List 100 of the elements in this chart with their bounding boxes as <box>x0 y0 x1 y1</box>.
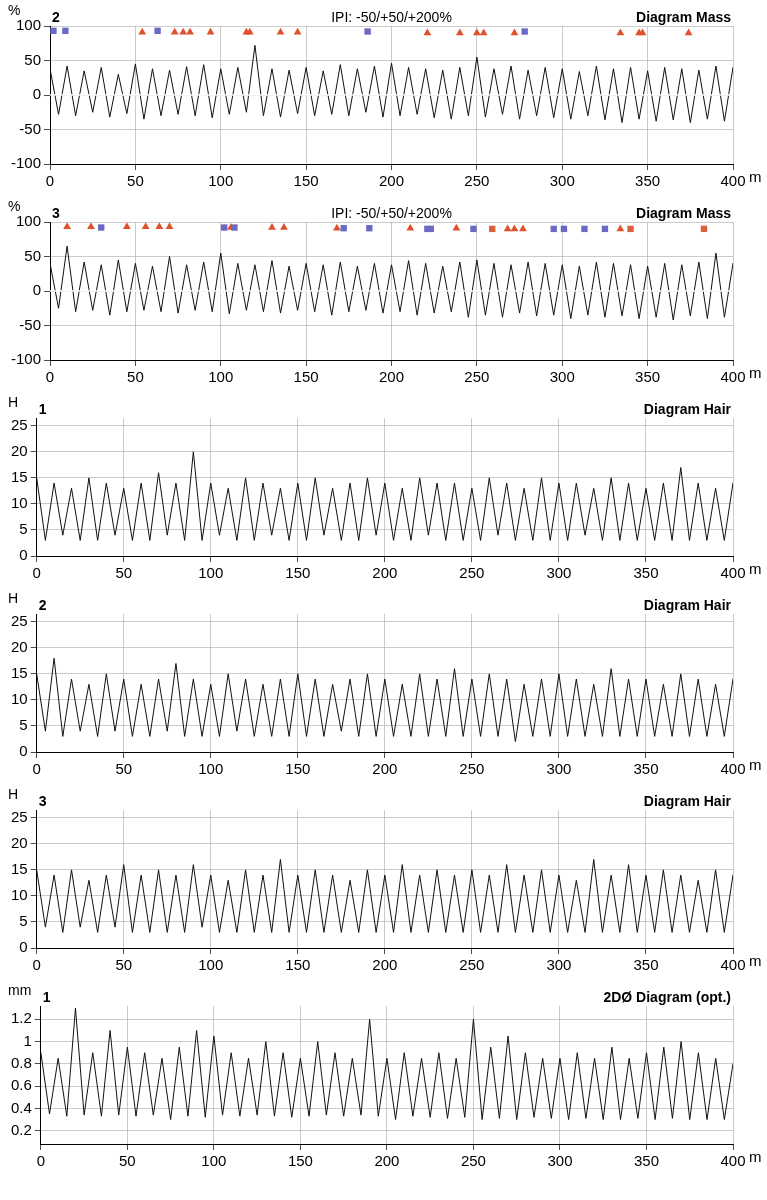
x-tick-label: 50 <box>115 956 133 974</box>
x-tick-label: 150 <box>293 368 319 386</box>
y-tick-label: 20 <box>11 637 28 655</box>
x-tick-label: 250 <box>464 172 490 190</box>
text: 2 <box>38 596 47 613</box>
x-tick-label: 200 <box>372 956 398 974</box>
x-tick-label: 100 <box>208 172 234 190</box>
x-axis-title: m <box>749 755 762 773</box>
x-tick-label: 300 <box>549 172 575 190</box>
x-tick-label: 350 <box>633 564 659 582</box>
x-tick-label: 50 <box>115 760 133 778</box>
y-tick-label: -50 <box>19 119 42 137</box>
y-tick-label: 0 <box>19 546 28 564</box>
x-tick-label: 350 <box>635 368 661 386</box>
x-tick-label: 250 <box>459 956 485 974</box>
x-axis-title: m <box>749 559 762 577</box>
y-tick-label: 0 <box>19 742 28 760</box>
x-tick-label: 300 <box>549 368 575 386</box>
y-tick-label: -100 <box>10 154 42 172</box>
x-axis-title: m <box>749 1147 762 1165</box>
x-axis-title: m <box>749 167 762 185</box>
y-tick-label: 0 <box>32 281 42 299</box>
y-tick-label: 5 <box>19 520 28 538</box>
y-tick-label: 15 <box>11 468 28 486</box>
text: IPI: -50/+50/+200% <box>331 8 452 25</box>
y-tick-label: 15 <box>11 664 28 682</box>
x-tick-label: 50 <box>115 564 133 582</box>
y-axis-title: H <box>8 589 19 606</box>
x-tick-label: 250 <box>459 760 485 778</box>
x-tick-label: 100 <box>198 956 224 974</box>
y-tick-label: 100 <box>15 16 42 34</box>
text: 3 <box>52 204 61 221</box>
x-tick-label: 350 <box>633 760 659 778</box>
y-tick-label: 20 <box>11 441 28 459</box>
text: 2 <box>52 8 61 25</box>
x-tick-label: 300 <box>547 1152 573 1170</box>
y-tick-label: 0.6 <box>10 1076 32 1094</box>
y-tick-label: 0.4 <box>10 1098 32 1116</box>
y-axis-title: mm <box>8 981 32 998</box>
x-tick-label: 350 <box>633 956 659 974</box>
x-tick-label: 200 <box>379 368 405 386</box>
x-tick-label: 100 <box>201 1152 227 1170</box>
x-tick-label: 400 <box>720 760 746 778</box>
x-tick-label: 250 <box>459 564 485 582</box>
x-tick-label: 150 <box>293 172 319 190</box>
y-axis-title: H <box>8 393 19 410</box>
x-tick-label: 400 <box>720 564 746 582</box>
y-tick-label: 0.2 <box>10 1120 32 1138</box>
y-tick-label: 15 <box>11 860 28 878</box>
text: IPI: -50/+50/+200% <box>331 204 452 221</box>
x-tick-label: 300 <box>546 956 572 974</box>
y-tick-label: 0 <box>19 938 28 956</box>
x-tick-label: 200 <box>372 760 398 778</box>
y-tick-label: 10 <box>11 690 28 708</box>
chart-title: Diagram Hair <box>643 400 732 417</box>
y-tick-label: 5 <box>19 716 28 734</box>
y-tick-label: 50 <box>24 246 42 264</box>
y-tick-label: 20 <box>11 833 28 851</box>
y-tick-label: 1.2 <box>10 1009 32 1027</box>
x-tick-label: 100 <box>198 564 224 582</box>
x-tick-label: 150 <box>287 1152 313 1170</box>
x-tick-label: 100 <box>208 368 234 386</box>
y-tick-label: 0.8 <box>10 1054 32 1072</box>
chart-title: 2DØ Diagram (opt.) <box>603 988 731 1005</box>
y-axis-title: H <box>8 785 19 802</box>
x-tick-label: 350 <box>635 172 661 190</box>
x-tick-label: 350 <box>633 1152 659 1170</box>
x-tick-label: 150 <box>285 760 311 778</box>
y-tick-label: 0 <box>32 85 42 103</box>
y-tick-label: 10 <box>11 886 28 904</box>
x-axis-title: m <box>749 951 762 969</box>
x-tick-label: 300 <box>546 760 572 778</box>
y-tick-label: 10 <box>11 494 28 512</box>
chart-title: Diagram Hair <box>643 792 732 809</box>
chart-title: Diagram Mass <box>636 204 732 221</box>
y-axis-title: % <box>8 1 21 18</box>
y-tick-label: 100 <box>15 212 42 230</box>
text: 3 <box>38 792 47 809</box>
x-tick-label: 250 <box>464 368 490 386</box>
y-axis-title: % <box>8 197 21 214</box>
x-tick-label: 400 <box>720 172 746 190</box>
x-tick-label: 300 <box>546 564 572 582</box>
y-tick-label: -100 <box>10 350 42 368</box>
x-tick-label: 0 <box>45 172 55 190</box>
x-tick-label: 0 <box>45 368 55 386</box>
x-tick-label: 200 <box>379 172 405 190</box>
x-tick-label: 50 <box>119 1152 136 1170</box>
chart-title: Diagram Mass <box>636 8 732 25</box>
chart-title: Diagram Hair <box>643 596 732 613</box>
x-tick-label: 150 <box>285 956 311 974</box>
y-tick-label: 25 <box>11 807 28 825</box>
y-tick-label: 25 <box>11 611 28 629</box>
x-tick-label: 50 <box>127 172 144 190</box>
y-tick-label: -50 <box>19 315 42 333</box>
x-tick-label: 200 <box>372 564 398 582</box>
x-tick-label: 50 <box>127 368 144 386</box>
x-tick-label: 250 <box>460 1152 486 1170</box>
x-axis-title: m <box>749 363 762 381</box>
y-tick-label: 1 <box>23 1031 32 1049</box>
x-tick-label: 150 <box>285 564 311 582</box>
